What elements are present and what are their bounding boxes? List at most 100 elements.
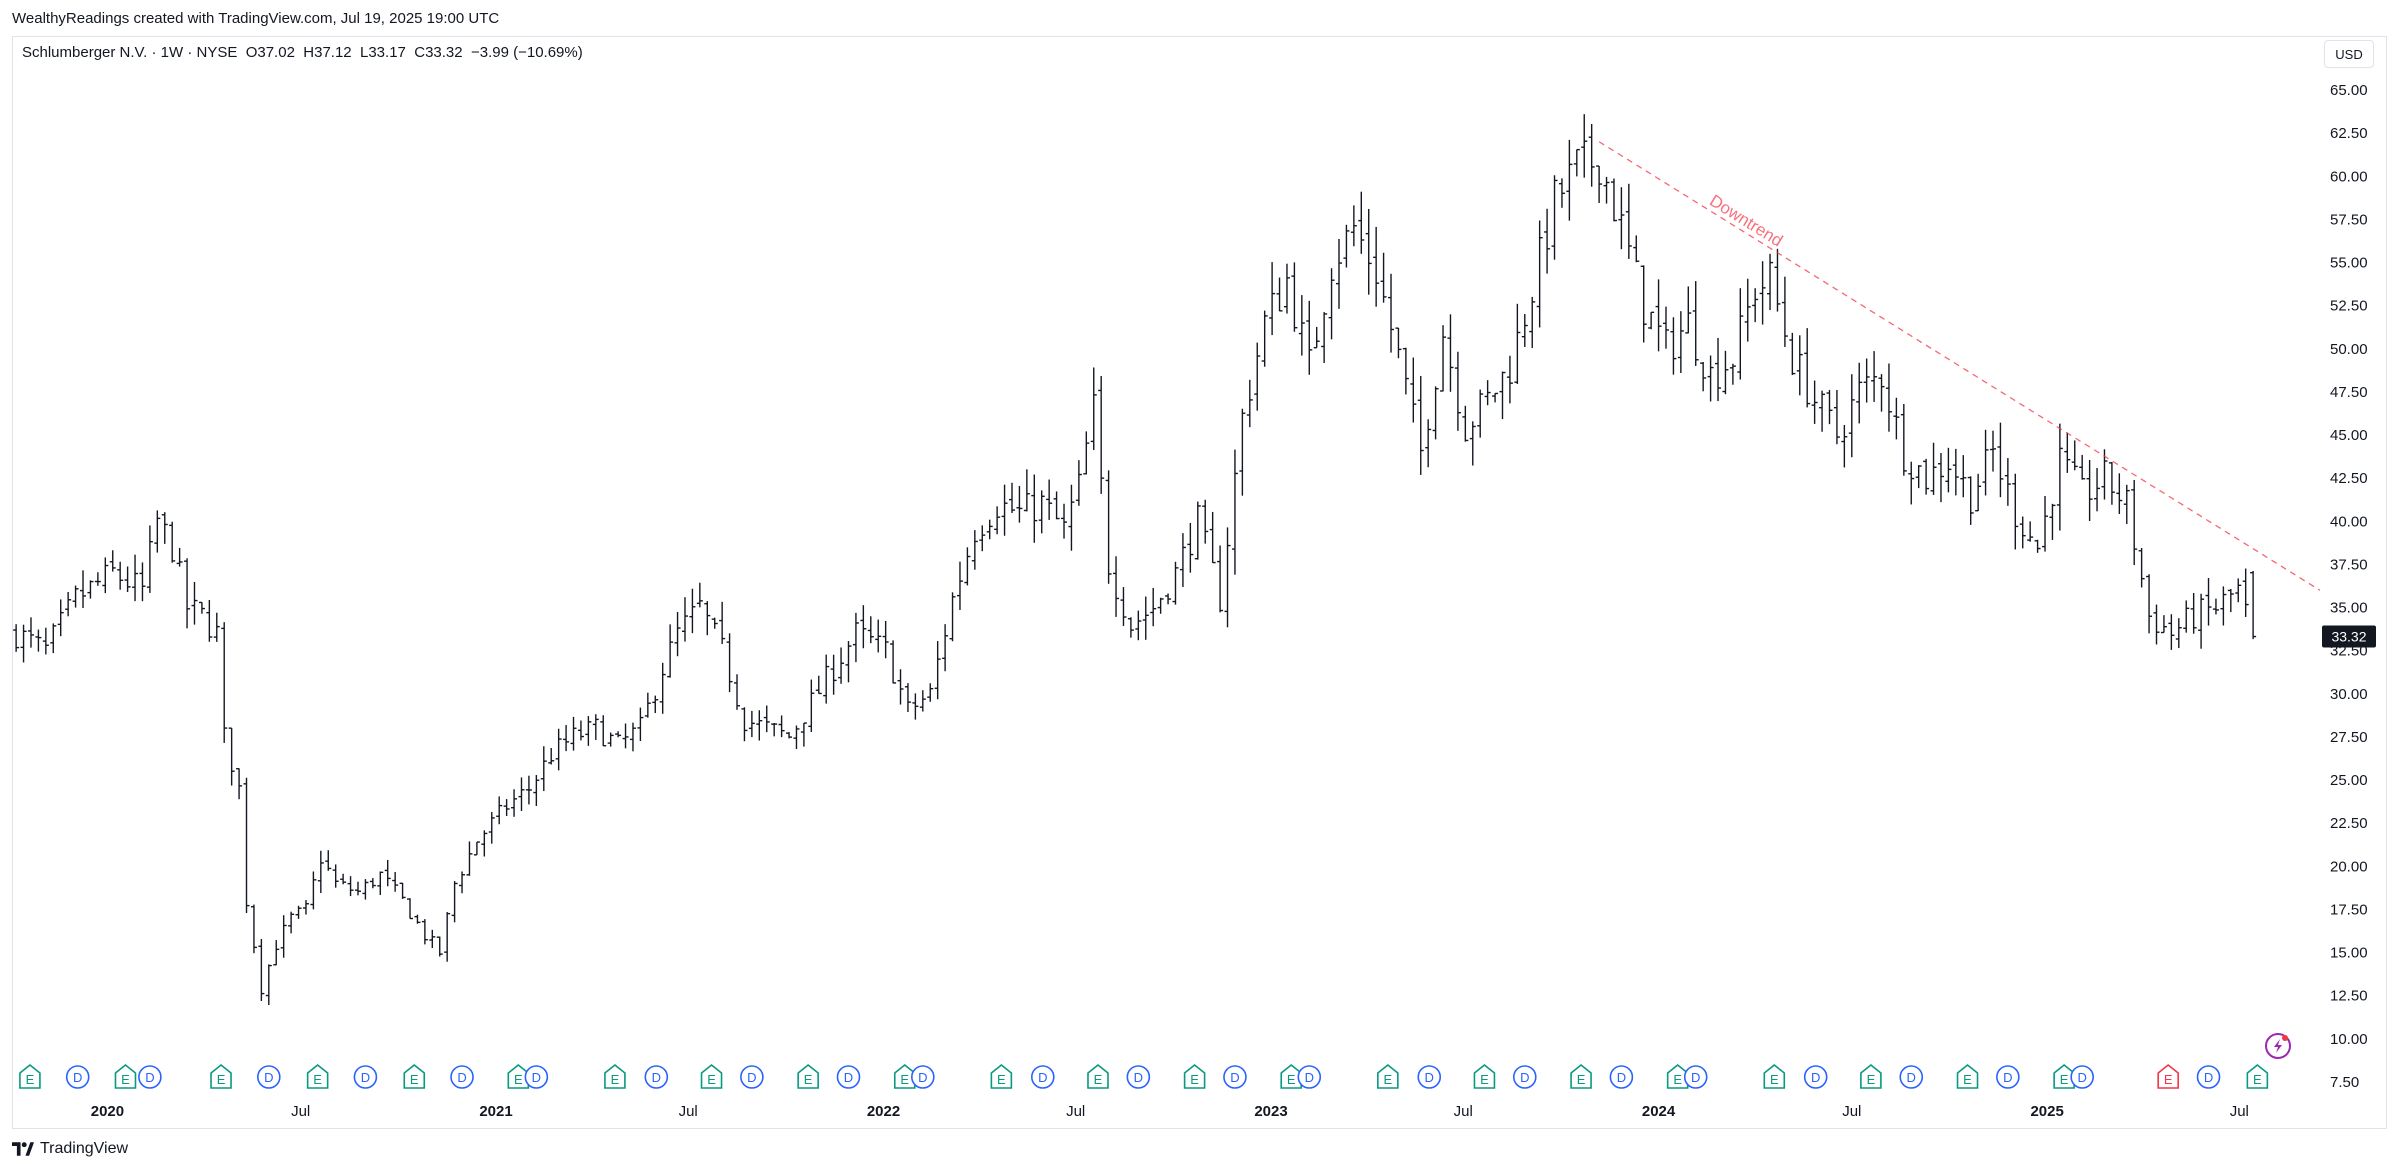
ohlc-bar bbox=[273, 940, 280, 966]
ohlc-bar bbox=[258, 939, 265, 1001]
ohlc-bar bbox=[912, 693, 919, 720]
dividend-marker[interactable]: D bbox=[911, 1065, 935, 1089]
ohlc-bar bbox=[904, 683, 911, 712]
dividend-marker[interactable]: D bbox=[1417, 1065, 1442, 1089]
ohlc-bar bbox=[838, 647, 845, 684]
ohlc-bar bbox=[1023, 469, 1030, 512]
x-tick-label: 2021 bbox=[479, 1103, 512, 1120]
y-tick-label: 62.50 bbox=[2330, 125, 2368, 142]
tradingview-brand[interactable]: TradingView bbox=[12, 1140, 128, 1158]
dividend-marker[interactable]: D bbox=[524, 1065, 549, 1089]
ohlc-bar bbox=[1454, 351, 1461, 431]
dividend-marker[interactable]: D bbox=[1030, 1065, 1055, 1089]
ohlc-bar bbox=[1484, 380, 1491, 406]
ohlc-bar bbox=[555, 728, 562, 771]
dividend-marker[interactable]: D bbox=[2196, 1065, 2221, 1089]
earnings-marker[interactable]: E bbox=[210, 1063, 232, 1089]
earnings-marker[interactable]: E bbox=[1860, 1063, 1882, 1089]
ohlc-bar bbox=[1707, 355, 1714, 402]
earnings-marker[interactable]: E bbox=[1570, 1063, 1592, 1089]
dividend-marker[interactable]: D bbox=[1996, 1065, 2020, 1089]
last-price-label: 33.32 bbox=[2331, 629, 2366, 645]
ohlc-bar bbox=[347, 876, 354, 897]
svg-text:D: D bbox=[532, 1070, 541, 1085]
dividend-marker[interactable]: D bbox=[1803, 1065, 1828, 1089]
ohlc-bar bbox=[1402, 347, 1409, 395]
earnings-marker[interactable]: E bbox=[1377, 1063, 1399, 1089]
ohlc-bar bbox=[35, 629, 42, 652]
earnings-marker[interactable]: E bbox=[797, 1063, 819, 1089]
ohlc-bar bbox=[1075, 460, 1082, 506]
ohlc-bar bbox=[2004, 458, 2011, 506]
earnings-marker[interactable]: E bbox=[700, 1063, 723, 1089]
earnings-marker[interactable]: E bbox=[2246, 1063, 2269, 1089]
earnings-marker[interactable]: E bbox=[2157, 1063, 2179, 1089]
symbol-name[interactable]: Schlumberger N.V. · 1W · NYSE bbox=[22, 44, 238, 61]
earnings-marker[interactable]: E bbox=[306, 1063, 329, 1089]
ohlc-bar bbox=[488, 812, 495, 844]
ohlc-bar bbox=[1283, 263, 1290, 314]
earnings-marker[interactable]: E bbox=[403, 1063, 426, 1089]
dividend-marker[interactable]: D bbox=[138, 1065, 162, 1089]
y-tick-label: 20.00 bbox=[2330, 858, 2368, 875]
ohlc-bar bbox=[1328, 268, 1335, 340]
y-tick-label: 52.50 bbox=[2330, 298, 2368, 315]
ohlc-bar bbox=[964, 547, 971, 586]
dividend-marker[interactable]: D bbox=[2070, 1065, 2094, 1089]
earnings-marker[interactable]: E bbox=[1087, 1063, 1109, 1089]
ohlc-bar bbox=[325, 850, 332, 871]
ohlc-bar bbox=[213, 612, 220, 642]
ohlc-bar bbox=[1335, 238, 1342, 309]
ohlc-bar bbox=[1046, 479, 1053, 520]
y-tick-label: 37.50 bbox=[2330, 556, 2368, 573]
ohlc-bar bbox=[1313, 326, 1320, 349]
ohlc-bar bbox=[585, 716, 592, 746]
currency-button[interactable]: USD bbox=[2324, 40, 2374, 68]
dividend-marker[interactable]: D bbox=[450, 1065, 474, 1089]
ohlc-bar bbox=[236, 768, 243, 800]
y-tick-label: 42.50 bbox=[2330, 470, 2368, 487]
ohlc-bar bbox=[882, 620, 889, 659]
dividend-marker[interactable]: D bbox=[1297, 1065, 1322, 1089]
dividend-marker[interactable]: D bbox=[65, 1065, 90, 1089]
dividend-marker[interactable]: D bbox=[836, 1065, 861, 1089]
dividend-marker[interactable]: D bbox=[1512, 1065, 1537, 1089]
dividend-marker[interactable]: D bbox=[353, 1065, 378, 1089]
dividend-marker[interactable]: D bbox=[1223, 1065, 1247, 1089]
dividend-marker[interactable]: D bbox=[644, 1065, 669, 1089]
ohlc-bar bbox=[288, 911, 295, 934]
dividend-marker[interactable]: D bbox=[1899, 1065, 1924, 1089]
ohlc-bar bbox=[704, 601, 711, 636]
earnings-marker[interactable]: E bbox=[1183, 1063, 1206, 1089]
ohlc-bar bbox=[1224, 527, 1231, 628]
earnings-marker[interactable]: E bbox=[1956, 1063, 1979, 1089]
ohlc-bar bbox=[1945, 447, 1952, 493]
ohlc-bar bbox=[2153, 604, 2160, 645]
dividend-marker[interactable]: D bbox=[740, 1065, 764, 1089]
earnings-marker[interactable]: E bbox=[19, 1063, 41, 1089]
earnings-marker[interactable]: E bbox=[114, 1063, 137, 1089]
dividend-marker[interactable]: D bbox=[257, 1065, 281, 1089]
dividend-marker[interactable]: D bbox=[1126, 1065, 1151, 1089]
earnings-marker[interactable]: E bbox=[604, 1063, 626, 1089]
ohlc-bar bbox=[414, 914, 421, 924]
ohlc-bar bbox=[1425, 419, 1432, 468]
ohlc-bar bbox=[652, 695, 659, 714]
trendline-layer: Downtrend bbox=[1598, 141, 2321, 591]
ohlc-bar bbox=[2198, 593, 2205, 649]
earnings-marker[interactable]: E bbox=[990, 1063, 1013, 1089]
ohlc-bar bbox=[771, 722, 778, 737]
lightning-icon[interactable] bbox=[2265, 1033, 2291, 1059]
ohlc-bar bbox=[1202, 499, 1209, 544]
ohlc-bar bbox=[1997, 422, 2004, 498]
earnings-marker[interactable]: E bbox=[1473, 1063, 1496, 1089]
dividend-marker[interactable]: D bbox=[1683, 1065, 1708, 1089]
downtrend-line[interactable] bbox=[1598, 141, 2321, 591]
dividend-marker[interactable]: D bbox=[1609, 1065, 1634, 1089]
earnings-marker[interactable]: E bbox=[1763, 1063, 1786, 1089]
ohlc-bar bbox=[1231, 449, 1238, 575]
ohlc-bar bbox=[756, 710, 763, 741]
svg-text:E: E bbox=[313, 1072, 322, 1087]
ohlc-bar bbox=[1172, 561, 1179, 605]
